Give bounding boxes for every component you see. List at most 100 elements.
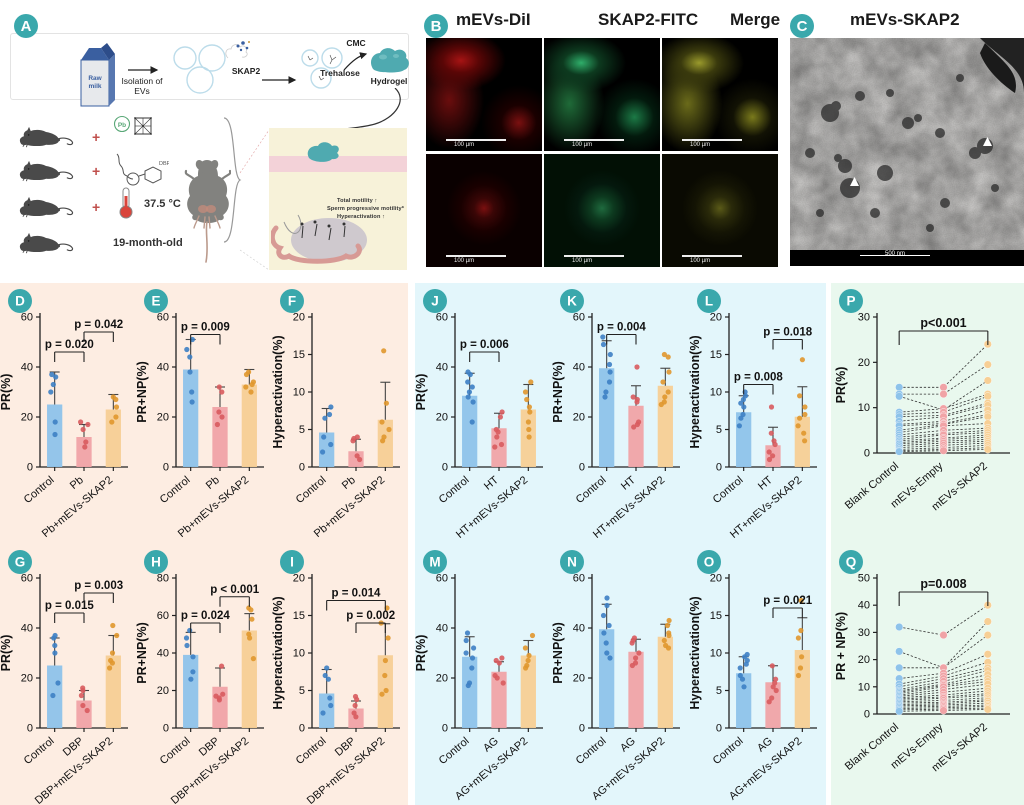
svg-text:40: 40 (436, 623, 448, 635)
svg-text:40: 40 (157, 362, 169, 374)
svg-text:40: 40 (21, 362, 33, 374)
svg-text:40: 40 (436, 362, 448, 374)
svg-text:20: 20 (157, 685, 169, 697)
svg-text:PR(%): PR(%) (415, 635, 428, 672)
svg-text:PR(%): PR(%) (0, 635, 13, 672)
svg-text:p=0.008: p=0.008 (920, 577, 966, 591)
svg-text:Control: Control (158, 735, 193, 767)
svg-text:5: 5 (299, 424, 305, 436)
svg-text:Pb: Pb (118, 122, 126, 129)
svg-text:Pb: Pb (340, 474, 358, 492)
svg-text:p = 0.014: p = 0.014 (332, 588, 382, 600)
svg-text:20: 20 (858, 654, 870, 666)
svg-text:0: 0 (299, 723, 305, 735)
svg-text:PR+NP(%): PR+NP(%) (136, 361, 149, 422)
svg-text:p = 0.042: p = 0.042 (74, 319, 123, 331)
svg-text:DBP: DBP (159, 161, 169, 167)
svg-text:10: 10 (293, 648, 305, 660)
svg-text:H: H (151, 555, 161, 570)
svg-text:Control: Control (711, 735, 746, 767)
svg-text:30: 30 (858, 627, 870, 639)
svg-text:Control: Control (711, 474, 746, 506)
svg-text:20: 20 (710, 312, 722, 324)
svg-text:20: 20 (573, 412, 585, 424)
svg-text:20: 20 (436, 412, 448, 424)
svg-text:40: 40 (157, 648, 169, 660)
svg-text:60: 60 (436, 312, 448, 324)
svg-text:20: 20 (293, 573, 305, 585)
svg-text:5: 5 (716, 685, 722, 697)
svg-text:Control: Control (294, 474, 329, 506)
svg-text:0: 0 (27, 462, 33, 474)
svg-text:30: 30 (858, 312, 870, 324)
svg-text:60: 60 (21, 312, 33, 324)
svg-text:Isolation of: Isolation of (121, 76, 163, 86)
svg-text:Control: Control (22, 474, 57, 506)
svg-text:Control: Control (294, 735, 329, 767)
svg-text:p < 0.001: p < 0.001 (210, 584, 260, 596)
svg-text:15: 15 (710, 610, 722, 622)
svg-text:K: K (567, 294, 577, 309)
svg-text:Control: Control (574, 735, 609, 767)
svg-text:p = 0.008: p = 0.008 (734, 372, 784, 384)
svg-text:60: 60 (573, 573, 585, 585)
svg-text:p = 0.015: p = 0.015 (45, 600, 95, 612)
svg-text:p<0.001: p<0.001 (920, 316, 966, 330)
svg-text:p = 0.024: p = 0.024 (181, 610, 231, 622)
svg-text:M: M (429, 555, 440, 570)
svg-text:AG: AG (618, 735, 638, 754)
svg-text:10: 10 (858, 681, 870, 693)
svg-text:PR(%): PR(%) (0, 374, 13, 411)
svg-text:E: E (151, 294, 160, 309)
svg-text:HT: HT (482, 474, 501, 493)
svg-text:60: 60 (436, 573, 448, 585)
svg-text:Pb: Pb (68, 474, 86, 492)
svg-text:20: 20 (858, 357, 870, 369)
svg-text:40: 40 (858, 600, 870, 612)
svg-text:0: 0 (579, 723, 585, 735)
svg-text:0: 0 (299, 462, 305, 474)
svg-text:Pb: Pb (204, 474, 222, 492)
svg-text:60: 60 (157, 610, 169, 622)
svg-text:60: 60 (573, 312, 585, 324)
svg-text:40: 40 (21, 623, 33, 635)
svg-text:G: G (15, 555, 26, 570)
svg-text:20: 20 (573, 673, 585, 685)
svg-text:P: P (846, 294, 855, 309)
svg-text:5: 5 (299, 685, 305, 697)
svg-text:Control: Control (437, 735, 472, 767)
svg-text:5: 5 (716, 424, 722, 436)
svg-text:HT: HT (756, 474, 775, 493)
svg-text:0: 0 (442, 462, 448, 474)
svg-text:0: 0 (442, 723, 448, 735)
svg-text:PR+NP(%): PR+NP(%) (552, 361, 565, 422)
svg-text:10: 10 (858, 402, 870, 414)
svg-text:J: J (431, 294, 439, 309)
svg-text:Hyperactivation(%): Hyperactivation(%) (689, 335, 702, 448)
svg-text:15: 15 (710, 349, 722, 361)
svg-text:CMC: CMC (346, 38, 365, 48)
svg-text:Trehalose: Trehalose (320, 68, 360, 78)
svg-text:15: 15 (293, 610, 305, 622)
svg-text:60: 60 (157, 312, 169, 324)
svg-text:Hyperactivation(%): Hyperactivation(%) (272, 335, 285, 448)
svg-text:PR + NP(%): PR + NP(%) (834, 612, 848, 680)
svg-text:Control: Control (22, 735, 57, 767)
svg-text:Q: Q (846, 555, 857, 570)
svg-text:p = 0.020: p = 0.020 (45, 339, 94, 351)
svg-text:20: 20 (21, 673, 33, 685)
svg-text:p = 0.018: p = 0.018 (763, 327, 813, 339)
svg-text:0: 0 (163, 462, 169, 474)
svg-text:O: O (704, 555, 715, 570)
svg-text:20: 20 (157, 412, 169, 424)
svg-text:EVs: EVs (134, 86, 150, 96)
svg-text:L: L (705, 294, 713, 309)
svg-text:50: 50 (858, 573, 870, 585)
svg-text:AG: AG (755, 735, 775, 754)
svg-text:Control: Control (158, 474, 193, 506)
svg-text:10: 10 (710, 648, 722, 660)
svg-text:10: 10 (710, 387, 722, 399)
svg-text:p = 0.009: p = 0.009 (181, 322, 230, 334)
svg-text:HT: HT (619, 474, 638, 493)
svg-text:80: 80 (157, 573, 169, 585)
